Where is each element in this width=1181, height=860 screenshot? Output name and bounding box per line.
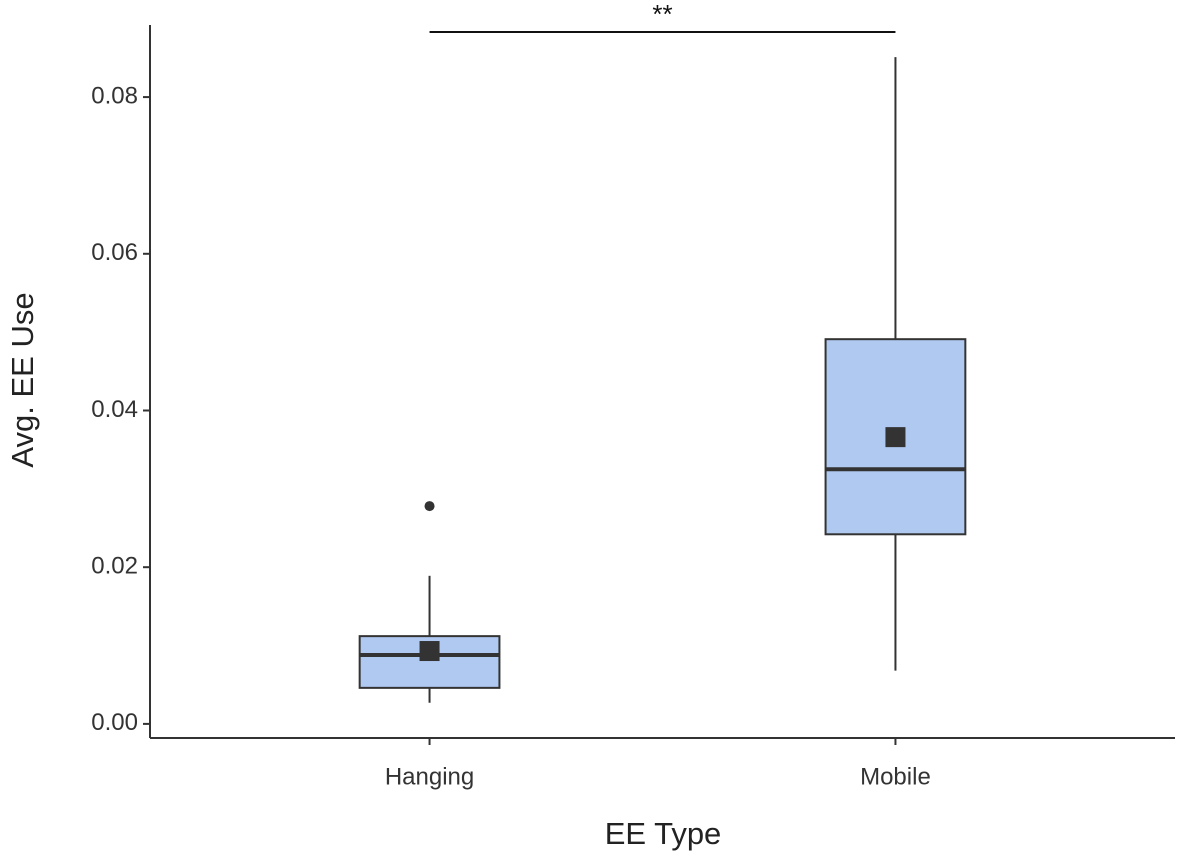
y-axis-title: Avg. EE Use <box>5 292 40 467</box>
mean <box>885 427 906 448</box>
x-tick-label: Mobile <box>860 763 931 790</box>
y-tick-label: 0.02 <box>91 553 138 580</box>
x-tick-label: Hanging <box>385 763 474 790</box>
y-tick-label: 0.06 <box>91 239 138 266</box>
y-tick-label: 0.08 <box>91 82 138 109</box>
mean <box>419 641 440 662</box>
x-axis-title: EE Type <box>605 816 722 851</box>
y-tick-label: 0.04 <box>91 396 138 423</box>
significance-label: ** <box>652 0 672 29</box>
outlier <box>424 501 435 512</box>
y-tick-label: 0.00 <box>91 709 138 736</box>
